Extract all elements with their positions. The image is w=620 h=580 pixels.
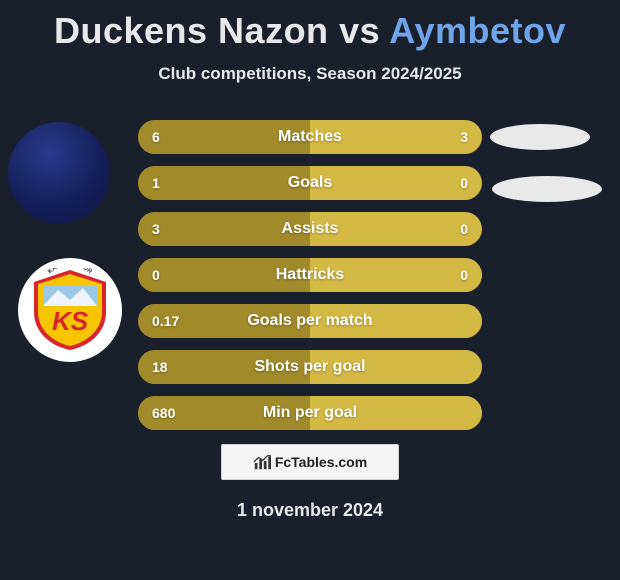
stats-area: 63Matches 10Goals 30Assists 00Hattricks 0.17… [138, 120, 482, 442]
subtitle: Club competitions, Season 2024/2025 [0, 64, 620, 84]
stat-label: Min per goal [138, 396, 482, 430]
fctables-logo: FcTables.com [221, 444, 399, 480]
player1-name: Duckens Nazon [54, 10, 329, 51]
player2-badge-oval-2 [492, 176, 602, 202]
player2-club-badge: KS KAYSERISPOR [18, 258, 122, 362]
stat-label: Shots per goal [138, 350, 482, 384]
stat-row: 0.17Goals per match [138, 304, 482, 338]
stat-row: 18Shots per goal [138, 350, 482, 384]
player1-avatar [8, 122, 110, 224]
stat-label: Goals per match [138, 304, 482, 338]
stat-row: 30Assists [138, 212, 482, 246]
comparison-title: Duckens Nazon vs Aymbetov [0, 0, 620, 52]
stat-row: 00Hattricks [138, 258, 482, 292]
chart-icon [253, 453, 271, 471]
stat-label: Assists [138, 212, 482, 246]
stat-label: Hattricks [138, 258, 482, 292]
stat-row: 680Min per goal [138, 396, 482, 430]
stat-row: 63Matches [138, 120, 482, 154]
player2-badge-oval-1 [490, 124, 590, 150]
player2-name: Aymbetov [389, 10, 566, 51]
stat-label: Goals [138, 166, 482, 200]
badge-letters: KS [52, 306, 89, 336]
logo-text: FcTables.com [275, 454, 367, 470]
kayserispor-badge-svg: KS KAYSERISPOR [28, 268, 112, 352]
stat-row: 10Goals [138, 166, 482, 200]
vs-word: vs [339, 10, 380, 51]
stat-label: Matches [138, 120, 482, 154]
date-text: 1 november 2024 [0, 500, 620, 521]
